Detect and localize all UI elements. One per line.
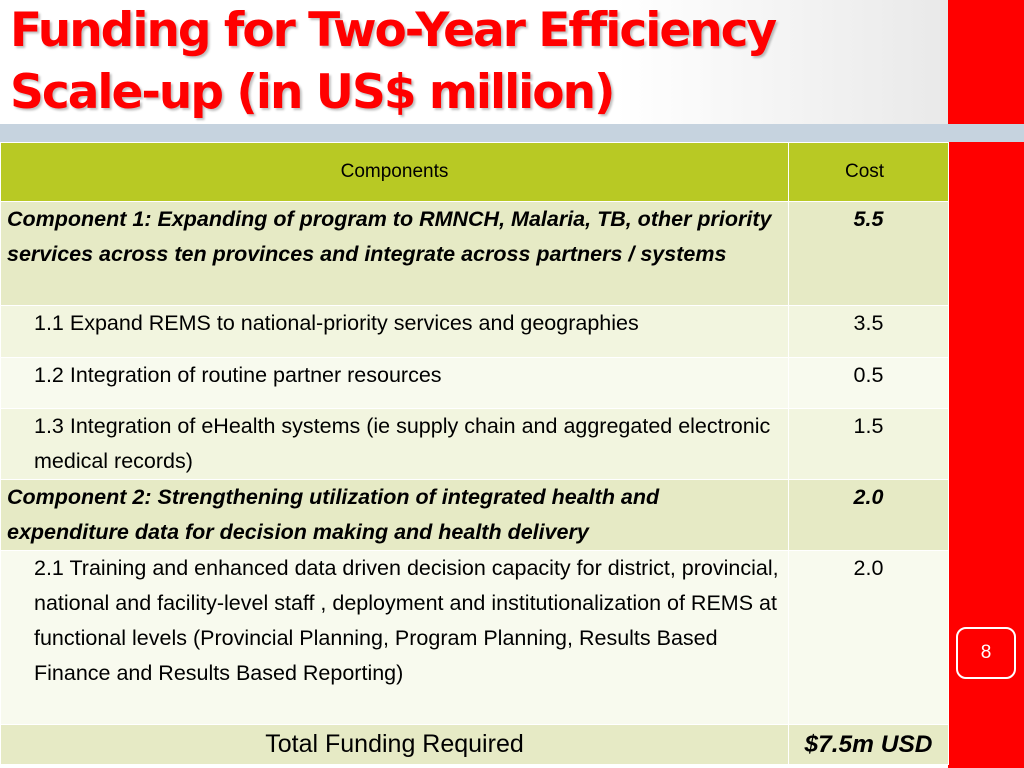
total-label: Total Funding Required (0, 724, 789, 765)
title-line-1: Funding for Two-Year Efficiency (10, 3, 777, 58)
table-total-row: Total Funding Required $7.5m USD (0, 724, 949, 765)
table-row-1-1: 1.1 Expand REMS to national-priority ser… (0, 305, 949, 358)
header-cost: Cost (788, 142, 949, 202)
funding-table: Components Cost Component 1: Expanding o… (0, 142, 949, 765)
row-cost: 3.5 (788, 305, 949, 358)
title-line-2: Scale-up (in US$ million) (10, 65, 616, 120)
table-header-row: Components Cost (0, 142, 949, 202)
row-cost: 1.5 (788, 408, 949, 480)
row-label: 1.3 Integration of eHealth systems (ie s… (0, 408, 789, 480)
row-label: 1.1 Expand REMS to national-priority ser… (0, 305, 789, 358)
page-number-box: 8 (948, 614, 1024, 692)
table-row-1-3: 1.3 Integration of eHealth systems (ie s… (0, 408, 949, 480)
table-row-component-1: Component 1: Expanding of program to RMN… (0, 201, 949, 306)
row-label: 1.2 Integration of routine partner resou… (0, 357, 789, 409)
title-band (0, 0, 948, 124)
page-number: 8 (956, 627, 1016, 679)
table-row-component-2: Component 2: Strengthening utilization o… (0, 479, 949, 551)
table-row-1-2: 1.2 Integration of routine partner resou… (0, 357, 949, 409)
row-label: Component 2: Strengthening utilization o… (0, 479, 789, 551)
red-side-bar-top (948, 0, 1024, 124)
row-label: 2.1 Training and enhanced data driven de… (0, 550, 789, 725)
table-row-2-1: 2.1 Training and enhanced data driven de… (0, 550, 949, 725)
row-cost: 2.0 (788, 479, 949, 551)
slide-title: Funding for Two-Year Efficiency Scale-up… (10, 0, 940, 124)
row-cost: 2.0 (788, 550, 949, 725)
row-cost: 5.5 (788, 201, 949, 306)
row-label: Component 1: Expanding of program to RMN… (0, 201, 789, 306)
row-cost: 0.5 (788, 357, 949, 409)
divider-rule (0, 124, 1024, 142)
total-cost: $7.5m USD (788, 724, 949, 765)
header-components: Components (0, 142, 789, 202)
